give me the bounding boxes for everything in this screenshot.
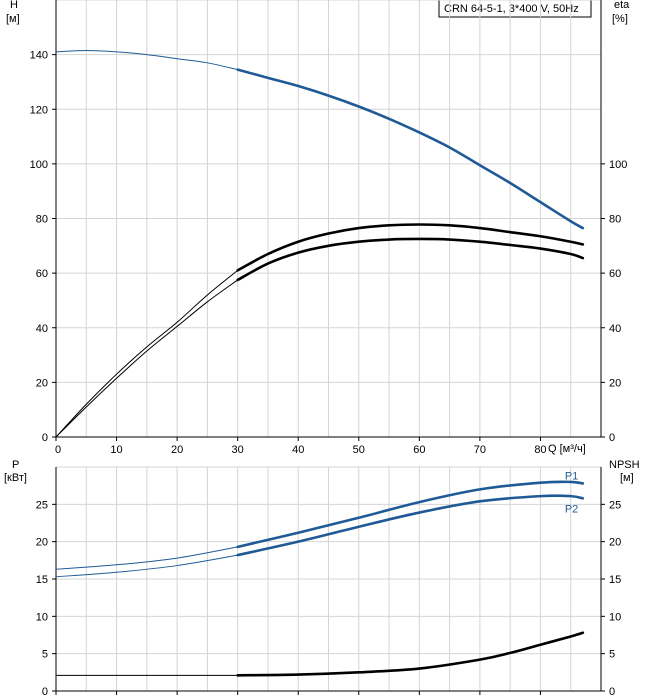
p1-curve-extended [55, 546, 238, 570]
bottom-left-tick-label: 10 [36, 611, 48, 623]
x-axis-label: Q [м³/ч] [548, 443, 586, 455]
top-right-tick-label: 20 [609, 377, 621, 389]
top-left-tick-label: 60 [36, 268, 48, 280]
efficiency-upper-curve-extended [55, 270, 238, 438]
bottom-right-tick-label: 5 [609, 649, 615, 661]
head-curve-extended [55, 50, 238, 71]
x-tick-label: 10 [110, 444, 122, 456]
efficiency-curve [236, 237, 585, 282]
top-right-tick-label: 100 [609, 159, 627, 171]
head-axis-label: H [10, 0, 18, 11]
x-tick-label: 30 [232, 444, 244, 456]
p2-curve [236, 494, 585, 557]
chart-title-box [438, 0, 592, 18]
top-right-tick-label: 60 [609, 268, 621, 280]
p1-curve [236, 480, 585, 549]
bottom-left-tick-label: 20 [36, 537, 48, 549]
top-left-tick-label: 100 [30, 159, 48, 171]
top-left-tick-label: 80 [36, 214, 48, 226]
top-right-tick-label: 40 [609, 323, 621, 335]
efficiency-curve-extended [55, 279, 238, 438]
head-curve [236, 68, 585, 230]
x-tick-label: 60 [413, 444, 425, 456]
bottom-left-tick-label: 25 [36, 499, 48, 511]
series-label-p1: P1 [565, 470, 578, 482]
head-axis-unit: [м] [6, 13, 20, 25]
eta-axis-label: eta [614, 0, 630, 11]
top-left-tick-label: 140 [30, 50, 48, 62]
bottom-left-tick-label: 15 [36, 574, 48, 586]
bottom-right-tick-label: 10 [609, 611, 621, 623]
series-label-p2: P2 [565, 503, 578, 515]
bottom-right-tick-label: 20 [609, 537, 621, 549]
efficiency-upper-curve [236, 223, 585, 272]
top-left-tick-label: 0 [42, 432, 48, 444]
top-right-tick-label: 0 [609, 432, 615, 444]
eta-axis-unit: [%] [612, 13, 628, 25]
top-right-tick-label: 80 [609, 214, 621, 226]
chart-title: CRN 64-5-1, 3*400 V, 50Hz [444, 3, 579, 15]
bottom-right-tick-label: 0 [609, 686, 615, 698]
x-tick-label: 70 [474, 444, 486, 456]
top-left-tick-label: 20 [36, 377, 48, 389]
p2-curve-extended [55, 554, 238, 578]
power-axis-unit: [кВт] [4, 472, 27, 484]
npsh-axis-unit: [м] [620, 472, 634, 484]
top-left-tick-label: 120 [30, 104, 48, 116]
x-tick-label: 40 [292, 444, 304, 456]
bottom-right-tick-label: 25 [609, 499, 621, 511]
x-tick-label: 80 [534, 444, 546, 456]
npsh-axis-label: NPSH [609, 459, 640, 471]
x-tick-label: 50 [353, 444, 365, 456]
x-tick-label: 0 [55, 444, 61, 456]
x-tick-label: 20 [171, 444, 183, 456]
bottom-left-tick-label: 0 [42, 686, 48, 698]
power-axis-label: P [12, 459, 19, 471]
npsh-curve [236, 631, 585, 677]
bottom-right-tick-label: 15 [609, 574, 621, 586]
bottom-left-tick-label: 5 [42, 649, 48, 661]
top-left-tick-label: 40 [36, 323, 48, 335]
